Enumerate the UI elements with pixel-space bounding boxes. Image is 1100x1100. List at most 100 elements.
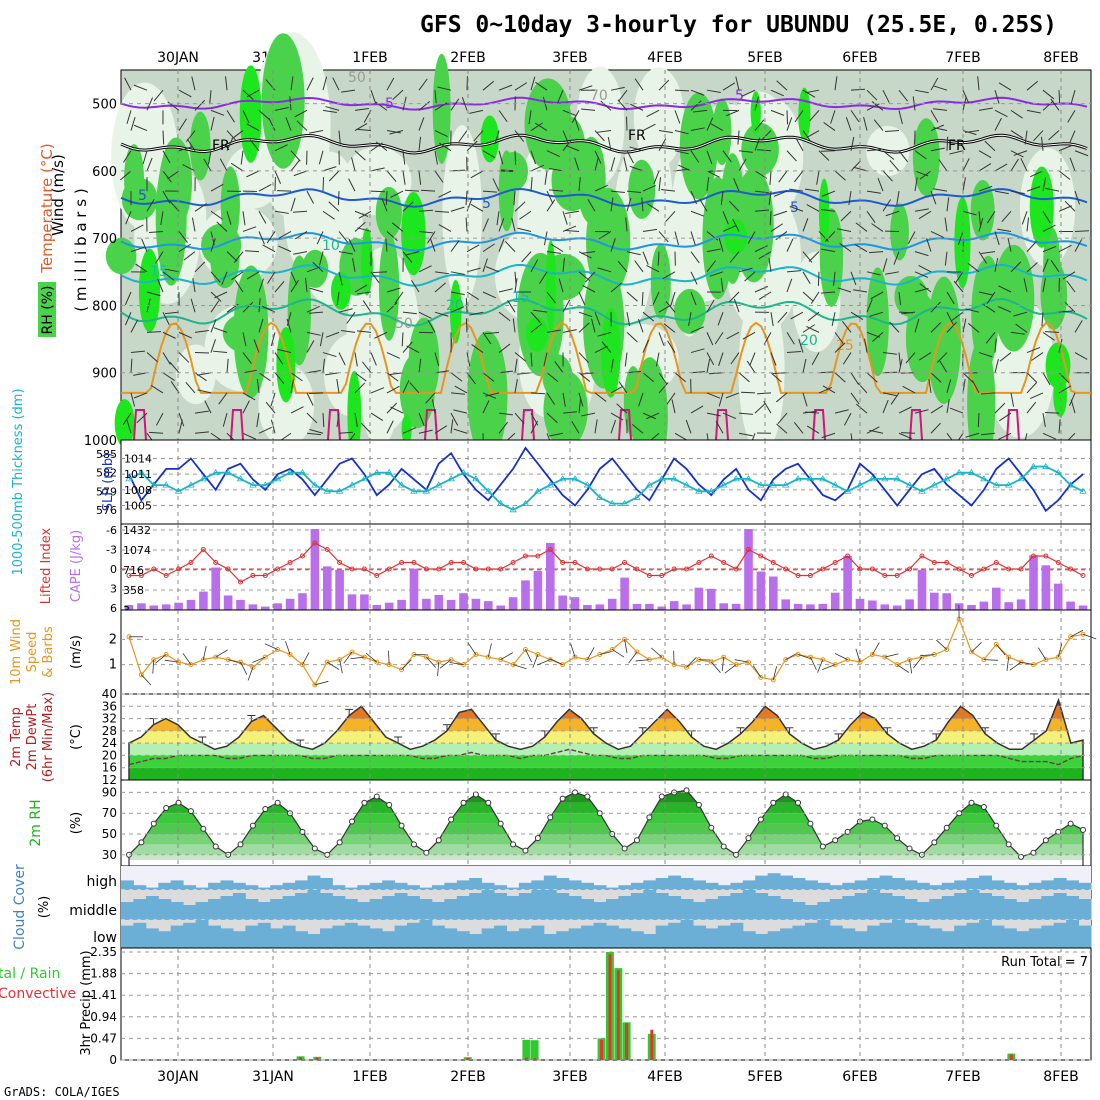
wind-barb <box>578 85 593 91</box>
cloud-label: Cloud Cover <box>12 864 28 950</box>
cape-bar <box>558 595 567 610</box>
wind-barb <box>600 100 612 111</box>
wind-barb <box>1062 271 1076 280</box>
cape-bar <box>1066 601 1075 610</box>
wind-barb <box>328 170 340 182</box>
wind-barb <box>454 385 468 394</box>
wind10-barb <box>264 643 278 650</box>
cloud-bar <box>717 925 731 948</box>
cloud-bar <box>916 882 930 890</box>
cloud-bar <box>966 890 980 920</box>
wind-barb <box>872 331 884 342</box>
wind-barb <box>802 392 808 407</box>
wind-barb <box>1001 210 1012 223</box>
thickness-point <box>385 468 393 476</box>
li-point <box>1006 566 1012 572</box>
rh-point <box>695 801 702 808</box>
cloud-bar <box>829 925 843 948</box>
thickness-point <box>806 475 815 482</box>
wind10-barb <box>650 647 663 658</box>
wind-barb <box>1074 190 1080 205</box>
precip-conv-bar <box>650 1029 654 1060</box>
wind-barb <box>624 352 628 367</box>
cloud-bar <box>630 931 644 948</box>
wind-barb <box>1010 261 1022 273</box>
wind-barb <box>242 226 257 232</box>
wind-barb <box>434 370 449 374</box>
wind-barb <box>1042 89 1055 100</box>
wind-barb <box>130 392 136 407</box>
thickness-point <box>459 468 468 476</box>
contour-label: 15 <box>512 290 530 306</box>
wind-barb <box>732 218 740 232</box>
wind-barb <box>341 89 356 93</box>
slp-tick-1005: 1005 <box>124 500 152 513</box>
wind-barb <box>290 379 295 393</box>
wind-barb <box>268 117 276 131</box>
wind-barb <box>882 258 888 272</box>
wind-barb <box>222 412 228 427</box>
wind-barb <box>706 177 710 192</box>
wind-barb <box>338 308 353 313</box>
wind-barb <box>246 123 260 131</box>
wind-barb <box>810 291 820 304</box>
wind10-point <box>485 654 491 660</box>
wind-barb <box>889 321 900 333</box>
rh-band-50 <box>129 823 1083 834</box>
cloud-bar <box>481 882 495 890</box>
wind-barb <box>1074 230 1090 232</box>
wind-barb <box>690 348 705 354</box>
cape-bar <box>744 529 753 610</box>
wind-barb <box>902 385 916 394</box>
wind-barb <box>469 109 484 114</box>
wind-barb <box>1026 80 1039 91</box>
rh-point <box>262 806 269 813</box>
li-point <box>919 553 925 559</box>
rh-point <box>510 841 517 848</box>
wind-barb <box>807 311 820 322</box>
wind-barb <box>274 352 284 365</box>
cloud-bar <box>444 882 458 890</box>
cloud-bar <box>394 925 408 948</box>
wind10-point <box>275 646 281 652</box>
li-point <box>572 560 578 565</box>
wind-barb <box>1050 260 1060 273</box>
wind-barb <box>578 322 590 333</box>
wind-barb <box>946 197 950 212</box>
wind-barb <box>850 160 861 172</box>
wind-barb <box>390 406 404 414</box>
li-point <box>324 547 330 552</box>
rh-moist-region <box>287 255 312 366</box>
wind-barb <box>946 321 957 333</box>
cape-bar <box>533 570 543 610</box>
wind-barb <box>930 322 942 333</box>
rh-moist-region <box>894 275 928 318</box>
wind-barb <box>1010 392 1015 407</box>
wind10-point <box>287 652 293 658</box>
wind-barb <box>494 130 500 145</box>
cape-bar <box>422 598 431 610</box>
wind-barb <box>944 251 948 266</box>
cape-bar <box>186 599 196 610</box>
wind-barb <box>647 203 660 212</box>
wind-barb <box>578 251 592 259</box>
wind-barb <box>720 191 724 206</box>
wind-barb <box>306 412 318 424</box>
thickness-point <box>1054 468 1062 476</box>
cloud-bar <box>257 902 271 920</box>
cape-tick-1074: 1074 <box>123 544 151 557</box>
contour-30 <box>909 409 923 441</box>
wind-barb <box>216 221 228 232</box>
wind-barb <box>747 231 756 244</box>
wind10-point <box>659 654 665 660</box>
wind-barb <box>162 352 171 365</box>
thickness-point <box>608 499 616 507</box>
li-tick-0: 0 <box>110 563 117 576</box>
cloud-bar <box>320 928 333 948</box>
wind-barb <box>690 405 704 414</box>
rh-saturated-region <box>525 316 549 352</box>
wind-barb <box>581 412 596 417</box>
wind-barb <box>375 141 388 152</box>
